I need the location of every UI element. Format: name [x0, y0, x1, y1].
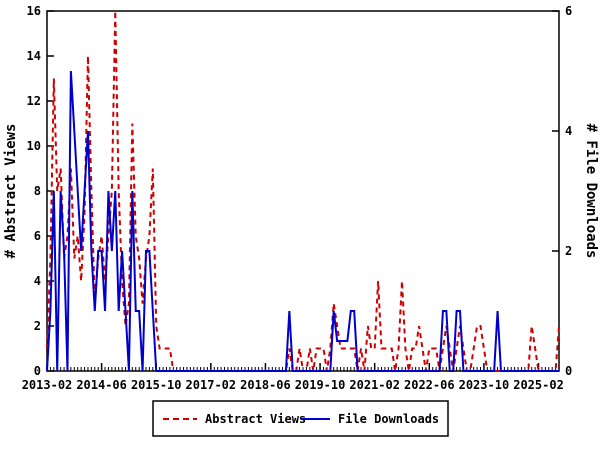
left-axis-tick-label: 12	[27, 94, 41, 108]
left-axis-tick-label: 6	[34, 229, 41, 243]
x-axis-tick-label: 2019-10	[295, 378, 346, 392]
file-downloads-line	[46, 70, 559, 372]
legend-label: File Downloads	[338, 412, 439, 426]
right-axis-tick-label: 6	[565, 4, 572, 18]
left-axis-tick-label: 8	[34, 184, 41, 198]
left-axis-tick-label: 16	[27, 4, 41, 18]
right-axis-title: # File Downloads	[583, 124, 599, 259]
left-axis-tick-label: 14	[27, 49, 41, 63]
x-axis-tick-label: 2023-10	[459, 378, 510, 392]
right-axis-tick-label: 2	[565, 244, 572, 258]
x-axis-tick-label: 2013-02	[22, 378, 73, 392]
abstract-views-line	[46, 10, 560, 372]
x-axis-tick-label: 2025-02	[513, 378, 564, 392]
x-axis-tick-label: 2014-06	[76, 378, 127, 392]
left-axis-tick-label: 2	[34, 319, 41, 333]
x-axis-tick-label: 2022-06	[404, 378, 455, 392]
x-axis-tick-label: 2018-06	[240, 378, 291, 392]
legend-box	[152, 400, 449, 437]
x-axis-tick-label: 2015-10	[131, 378, 182, 392]
right-axis-tick-label: 0	[565, 364, 572, 378]
x-axis-tick-label: 2017-02	[186, 378, 237, 392]
left-axis-title: # Abstract Views	[3, 124, 19, 259]
plot-frame	[46, 10, 560, 372]
right-axis-tick-label: 4	[565, 124, 572, 138]
x-axis-tick-label: 2021-02	[349, 378, 400, 392]
legend-label: Abstract Views	[205, 412, 306, 426]
left-axis-tick-label: 4	[34, 274, 41, 288]
left-axis-tick-label: 0	[34, 364, 41, 378]
left-axis-tick-label: 10	[27, 139, 41, 153]
